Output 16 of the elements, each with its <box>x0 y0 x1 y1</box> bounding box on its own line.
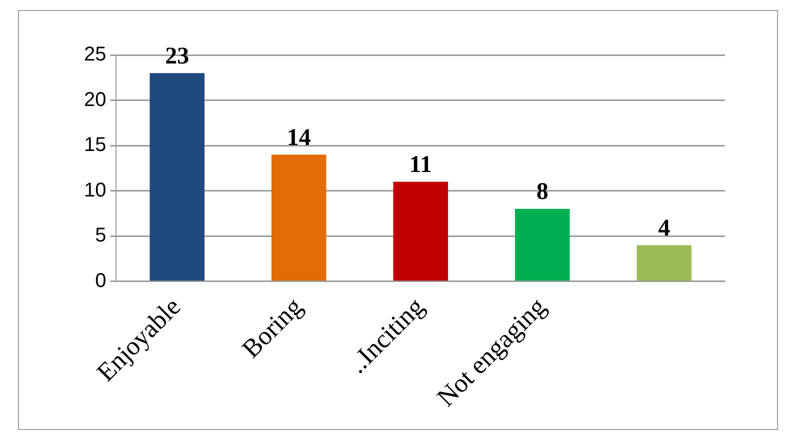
bar <box>636 245 692 281</box>
y-tick-label: 5 <box>95 224 106 247</box>
data-label: 4 <box>658 215 670 242</box>
bar <box>150 73 205 281</box>
y-tick-label: 20 <box>84 88 106 111</box>
bar <box>393 182 448 281</box>
data-label: 14 <box>286 124 311 151</box>
bar <box>514 208 570 281</box>
y-tick-label: 10 <box>84 179 106 202</box>
y-tick-label: 15 <box>84 134 106 156</box>
bar <box>271 154 326 281</box>
data-label: 8 <box>536 179 548 206</box>
data-label: 11 <box>409 152 432 178</box>
data-label: 23 <box>165 43 190 70</box>
y-tick-label: 0 <box>95 270 106 292</box>
y-tick-label: 25 <box>84 44 106 66</box>
